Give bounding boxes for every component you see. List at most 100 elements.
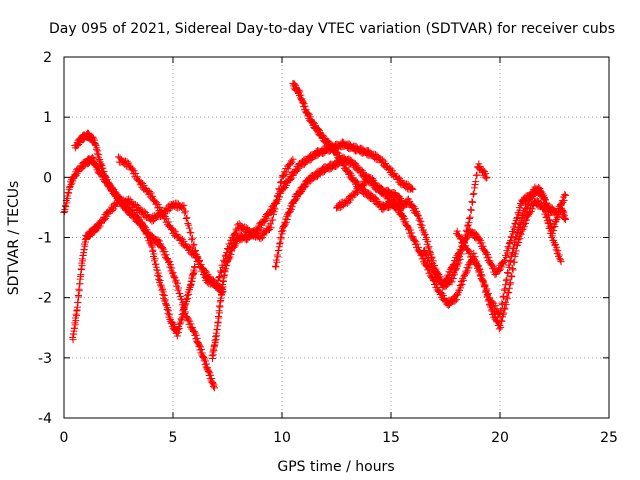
data-point (149, 246, 157, 254)
data-point (103, 212, 111, 220)
series-trace-6 (271, 153, 406, 271)
data-point (81, 238, 89, 246)
data-point (181, 209, 189, 217)
data-point (493, 305, 501, 313)
data-point (502, 281, 510, 289)
data-point (488, 261, 496, 269)
y-tick-label: -4 (38, 411, 52, 427)
data-point (216, 272, 224, 280)
data-point (517, 221, 525, 229)
data-point (257, 235, 265, 243)
data-point (502, 253, 510, 261)
data-point (544, 212, 552, 220)
data-point (111, 188, 119, 196)
data-point (132, 169, 140, 177)
data-point (204, 270, 212, 278)
data-point (513, 214, 521, 222)
data-point (508, 249, 516, 257)
data-point (504, 269, 512, 277)
data-point (338, 203, 346, 211)
data-point (469, 253, 477, 261)
data-point (79, 164, 87, 172)
data-point (519, 214, 527, 222)
data-point (551, 222, 559, 230)
data-point (215, 309, 223, 317)
data-point (470, 190, 478, 198)
data-point (543, 199, 551, 207)
data-point (464, 222, 472, 230)
data-point (267, 208, 275, 216)
data-point (94, 147, 102, 155)
data-point (499, 292, 507, 300)
data-point (503, 295, 511, 303)
data-point (174, 329, 182, 337)
data-point (378, 156, 386, 164)
data-point (451, 270, 459, 278)
data-point (409, 185, 417, 193)
data-point (505, 263, 513, 271)
data-point (289, 155, 297, 163)
data-point (526, 197, 534, 205)
data-point (195, 257, 203, 265)
data-point (483, 173, 491, 181)
data-point (414, 243, 422, 251)
data-point (335, 152, 343, 160)
data-point (244, 235, 252, 243)
data-point (439, 283, 447, 291)
data-point (266, 220, 274, 228)
data-point (469, 190, 477, 198)
data-point (553, 243, 561, 251)
data-point (421, 230, 429, 238)
data-point (191, 264, 199, 272)
data-point (407, 184, 415, 192)
data-point (140, 222, 148, 230)
data-point (365, 147, 373, 155)
data-point (163, 215, 171, 223)
data-point (269, 216, 277, 224)
data-point (471, 181, 479, 189)
data-point (507, 237, 515, 245)
data-point (561, 190, 569, 198)
data-point (272, 263, 280, 271)
y-tick-label: -3 (38, 351, 52, 367)
data-point (210, 384, 218, 392)
data-point (352, 190, 360, 198)
data-point (185, 224, 193, 232)
data-point (72, 317, 80, 325)
y-tick-label: -1 (38, 231, 52, 247)
data-point (77, 266, 85, 274)
data-point (479, 276, 487, 284)
data-point (175, 284, 183, 292)
data-point (415, 216, 423, 224)
data-point (416, 214, 424, 222)
data-point (473, 171, 481, 179)
series-trace-5 (208, 138, 417, 362)
data-point (267, 224, 275, 232)
data-point (178, 295, 186, 303)
data-point (508, 265, 516, 273)
data-point (158, 244, 166, 252)
data-point (528, 193, 536, 201)
data-point (157, 207, 165, 215)
x-tick-label: 0 (60, 430, 69, 446)
data-point (503, 269, 511, 277)
data-point (215, 314, 223, 322)
data-point (550, 226, 558, 234)
data-point (123, 158, 131, 166)
data-point (140, 182, 148, 190)
data-point (460, 238, 468, 246)
data-point (426, 247, 434, 255)
data-point (260, 231, 268, 239)
data-point (185, 243, 193, 251)
data-point (402, 218, 410, 226)
data-point (413, 240, 421, 248)
data-point (497, 307, 505, 315)
data-point (219, 283, 227, 291)
data-point (498, 299, 506, 307)
data-point (450, 261, 458, 269)
data-point (387, 165, 395, 173)
x-tick-label: 25 (600, 430, 618, 446)
data-point (173, 282, 181, 290)
